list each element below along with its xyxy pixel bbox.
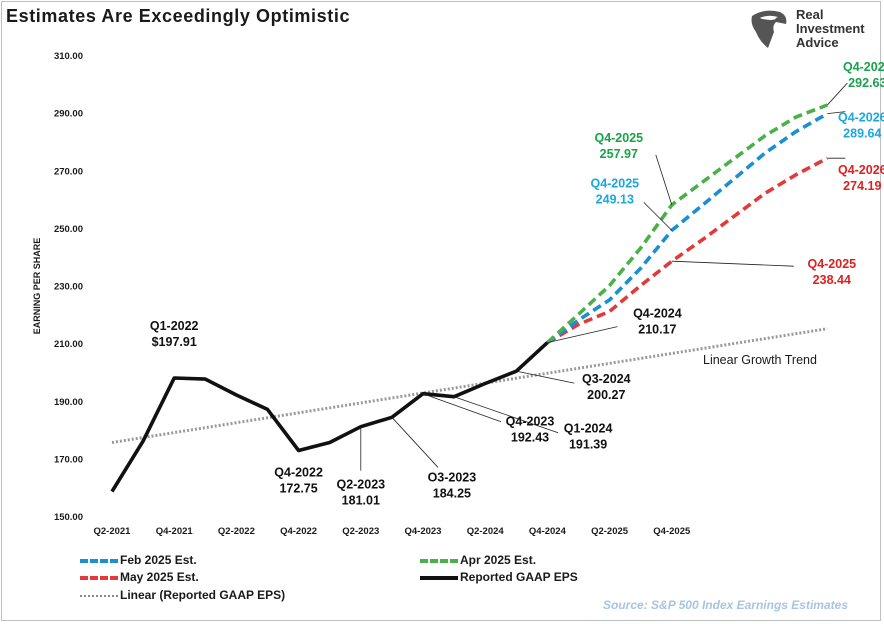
legend-label-feb: Feb 2025 Est. [120,553,197,567]
brand-text: Real Investment Advice [796,8,865,50]
eagle-head-icon [751,10,787,49]
x-tick-label: Q4-2024 [529,526,567,537]
annotation-value: 257.97 [600,147,638,161]
annotation-value: 210.17 [638,323,676,337]
legend-swatch-may [80,575,118,580]
annotation-value: 181.01 [342,494,380,508]
x-tick-label: Q2-2025 [591,526,629,537]
annotations: Q1-2022 $197.91 Q4-2022 172.75 Q2-2023 181.01… [150,60,884,508]
annotation-value: 191.39 [569,438,607,452]
annotation-leader [547,326,618,344]
x-tick-label: Q2-2022 [218,526,255,537]
annotation-leader [453,396,559,434]
legend-swatch-feb [80,558,118,563]
annotation-label: Q3-2024 [582,372,631,386]
annotation-label: Q4-2025 [843,60,884,74]
legend-swatch-apr [420,558,458,563]
y-tick-label: 170.00 [54,454,83,465]
annotation-leader [827,111,846,115]
x-tick-label: Q2-2023 [342,526,379,537]
y-tick-label: 290.00 [54,109,83,120]
annotation-label: Q4-2025 [590,176,639,190]
annotation-value: 200.27 [587,388,625,402]
chart-plot: 150.00 170.00 190.00 210.00 230.00 250.00 270.… [32,51,884,537]
legend-item-linear: Linear (Reported GAAP EPS) [80,587,285,603]
y-axis: 150.00 170.00 190.00 210.00 230.00 250.00 270.… [54,51,83,523]
y-axis-label: EARNING PER SHARE [32,238,42,335]
x-tick-label: Q4-2023 [405,526,442,537]
series-line-may [546,156,829,345]
annotation-leader [422,393,502,423]
annotation-leader [671,260,794,267]
legend-item-may: May 2025 Est. [80,569,199,585]
brand-line-3: Advice [796,35,839,50]
legend-label-may: May 2025 Est. [120,570,199,584]
trend-label: Linear Growth Trend [703,353,817,367]
x-tick-label: Q2-2024 [467,526,505,537]
annotation-label: Q1-2022 [150,319,199,333]
legend-swatch-linear [80,594,118,597]
annotation-leader [827,82,848,106]
y-tick-label: 150.00 [54,512,83,523]
annotation-value: 184.25 [433,486,471,500]
x-tick-label: Q2-2021 [94,526,132,537]
x-tick-label: Q4-2025 [653,526,691,537]
annotation-label: Q4-2024 [633,307,682,321]
series-line-feb [546,112,829,345]
annotation-value: 289.64 [843,127,881,141]
brand-line-2: Investment [796,21,865,36]
annotation-value: 249.13 [596,192,634,206]
source-note: Source: S&P 500 Index Earnings Estimates [603,598,848,612]
annotation-label: Q4-2025 [807,257,856,271]
annotation-value: 172.75 [279,481,317,495]
annotation-value: 238.44 [813,273,851,287]
annotation-label: Q4-2023 [506,415,555,429]
annotation-leader [516,370,575,384]
series-line-reported [110,341,549,493]
annotation-value: 274.19 [843,179,881,193]
annotation-leader [643,202,673,231]
brand-line-1: Real [796,7,824,22]
series-line-apr [546,103,828,344]
legend-item-feb: Feb 2025 Est. [80,552,197,568]
x-tick-label: Q4-2022 [280,526,317,537]
y-tick-label: 190.00 [54,397,83,408]
annotation-value: 192.43 [511,431,549,445]
annotation-label: Q4-2022 [274,465,323,479]
annotation-value: 292.63 [848,76,884,90]
legend-label-linear: Linear (Reported GAAP EPS) [120,588,286,602]
x-tick-label: Q4-2021 [156,526,194,537]
x-axis: Q2-2021 Q4-2021 Q2-2022 Q4-2022 Q2-2023 Q4-20… [94,526,691,537]
annotation-label: O3-2023 [428,470,477,484]
brand-logo: Real Investment Advice [746,8,876,54]
legend-label-reported: Reported GAAP EPS [460,570,578,584]
y-tick-label: 270.00 [54,166,83,177]
series-layer [110,103,829,493]
annotation-label: Q1-2024 [564,422,613,436]
legend-swatch-reported [420,575,458,580]
annotation-label: Q4-2026 [838,163,884,177]
y-tick-label: 250.00 [54,224,83,235]
y-tick-label: 210.00 [54,339,83,350]
chart-title: Estimates Are Exceedingly Optimistic [6,6,351,26]
annotation-label: Q4-2026 [838,111,884,125]
legend-label-apr: Apr 2025 Est. [460,553,537,567]
leader-lines [360,82,848,471]
legend-item-reported: Reported GAAP EPS [420,569,578,585]
annotation-label: Q4-2025 [594,131,643,145]
annotation-value: $197.91 [152,335,197,349]
annotation-leader [655,154,673,206]
series-line-linear [111,327,828,444]
y-tick-label: 310.00 [54,51,83,62]
y-tick-label: 230.00 [54,282,83,293]
annotation-label: Q2-2023 [336,478,385,492]
annotation-leader [391,417,439,468]
legend-item-apr: Apr 2025 Est. [420,552,536,568]
